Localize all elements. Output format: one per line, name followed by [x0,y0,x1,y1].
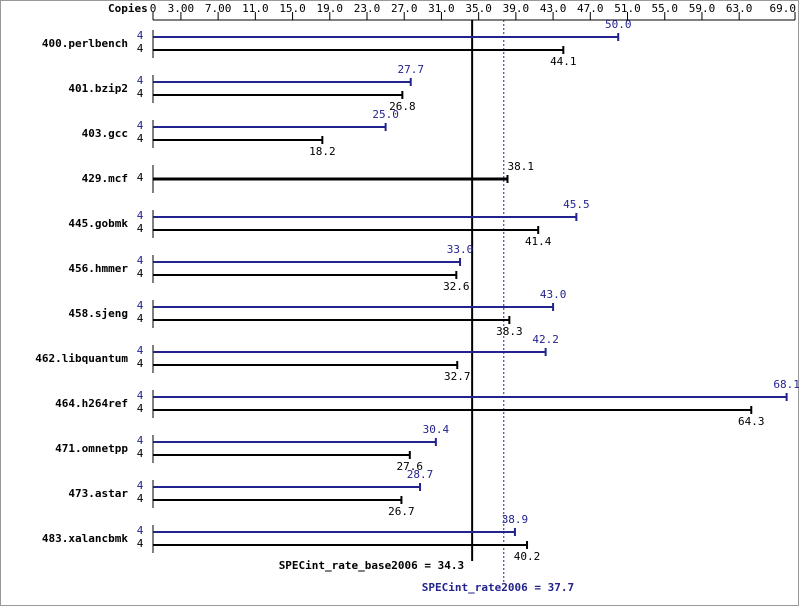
value-label: 33.0 [447,243,474,256]
copies-label: 4 [137,171,144,184]
copies-label: 4 [137,87,144,100]
copies-label: 4 [137,479,144,492]
category-label: 483.xalancbmk [42,532,128,545]
axis-label: Copies [108,2,148,15]
category-label: 403.gcc [82,127,128,140]
value-label: 68.1 [773,378,799,391]
x-tick-label: 35.0 [465,2,492,15]
x-tick-label: 7.00 [205,2,232,15]
value-label: 64.3 [738,415,765,428]
category-label: 456.hmmer [68,262,128,275]
value-label: 30.4 [423,423,450,436]
copies-label: 4 [137,344,144,357]
value-label: 27.6 [397,460,424,473]
reference-label: SPECint_rate2006 = 37.7 [422,581,574,594]
copies-label: 4 [137,132,144,145]
value-label: 25.0 [372,108,399,121]
reference-label: SPECint_rate_base2006 = 34.3 [279,559,464,572]
category-label: 464.h264ref [55,397,128,410]
copies-label: 4 [137,299,144,312]
value-label: 26.8 [389,100,416,113]
category-label: 400.perlbench [42,37,128,50]
category-label: 473.astar [68,487,128,500]
value-label: 28.7 [407,468,434,481]
value-label: 45.5 [563,198,590,211]
x-tick-label: 51.0 [614,2,641,15]
x-tick-label: 63.0 [726,2,753,15]
copies-label: 4 [137,434,144,447]
copies-label: 4 [137,312,144,325]
copies-label: 4 [137,119,144,132]
x-tick-label: 0 [150,2,157,15]
x-tick-label: 59.0 [689,2,716,15]
x-tick-label: 11.0 [242,2,269,15]
category-label: 462.libquantum [35,352,128,365]
copies-label: 4 [137,524,144,537]
copies-label: 4 [137,492,144,505]
x-tick-label: 31.0 [428,2,455,15]
value-label: 44.1 [550,55,577,68]
x-tick-label: 55.0 [651,2,678,15]
x-tick-label: 39.0 [503,2,530,15]
category-label: 401.bzip2 [68,82,128,95]
value-label: 38.3 [496,325,523,338]
copies-label: 4 [137,447,144,460]
value-label: 40.2 [514,550,541,563]
value-label: 18.2 [309,145,336,158]
copies-label: 4 [137,254,144,267]
category-label: 471.omnetpp [55,442,128,455]
value-label: 32.7 [444,370,471,383]
value-label: 26.7 [388,505,415,518]
copies-label: 4 [137,402,144,415]
x-tick-label: 47.0 [577,2,604,15]
category-label: 445.gobmk [68,217,128,230]
copies-label: 4 [137,209,144,222]
category-label: 458.sjeng [68,307,128,320]
category-label: 429.mcf [82,172,128,185]
copies-label: 4 [137,389,144,402]
copies-label: 4 [137,357,144,370]
copies-label: 4 [137,42,144,55]
copies-label: 4 [137,537,144,550]
copies-label: 4 [137,74,144,87]
x-tick-label: 27.0 [391,2,418,15]
x-tick-label: 23.0 [354,2,381,15]
value-label: 50.0 [605,18,632,31]
copies-label: 4 [137,222,144,235]
value-label: 41.4 [525,235,552,248]
value-label: 32.6 [443,280,470,293]
x-tick-label: 15.0 [279,2,306,15]
value-label: 38.1 [507,160,534,173]
value-label: 38.9 [502,513,529,526]
copies-label: 4 [137,267,144,280]
x-tick-label: 3.00 [168,2,195,15]
value-label: 42.2 [532,333,559,346]
x-tick-label: 43.0 [540,2,567,15]
value-label: 27.7 [397,63,424,76]
x-tick-label: 69.0 [770,2,797,15]
copies-label: 4 [137,29,144,42]
x-tick-label: 19.0 [317,2,344,15]
value-label: 43.0 [540,288,567,301]
